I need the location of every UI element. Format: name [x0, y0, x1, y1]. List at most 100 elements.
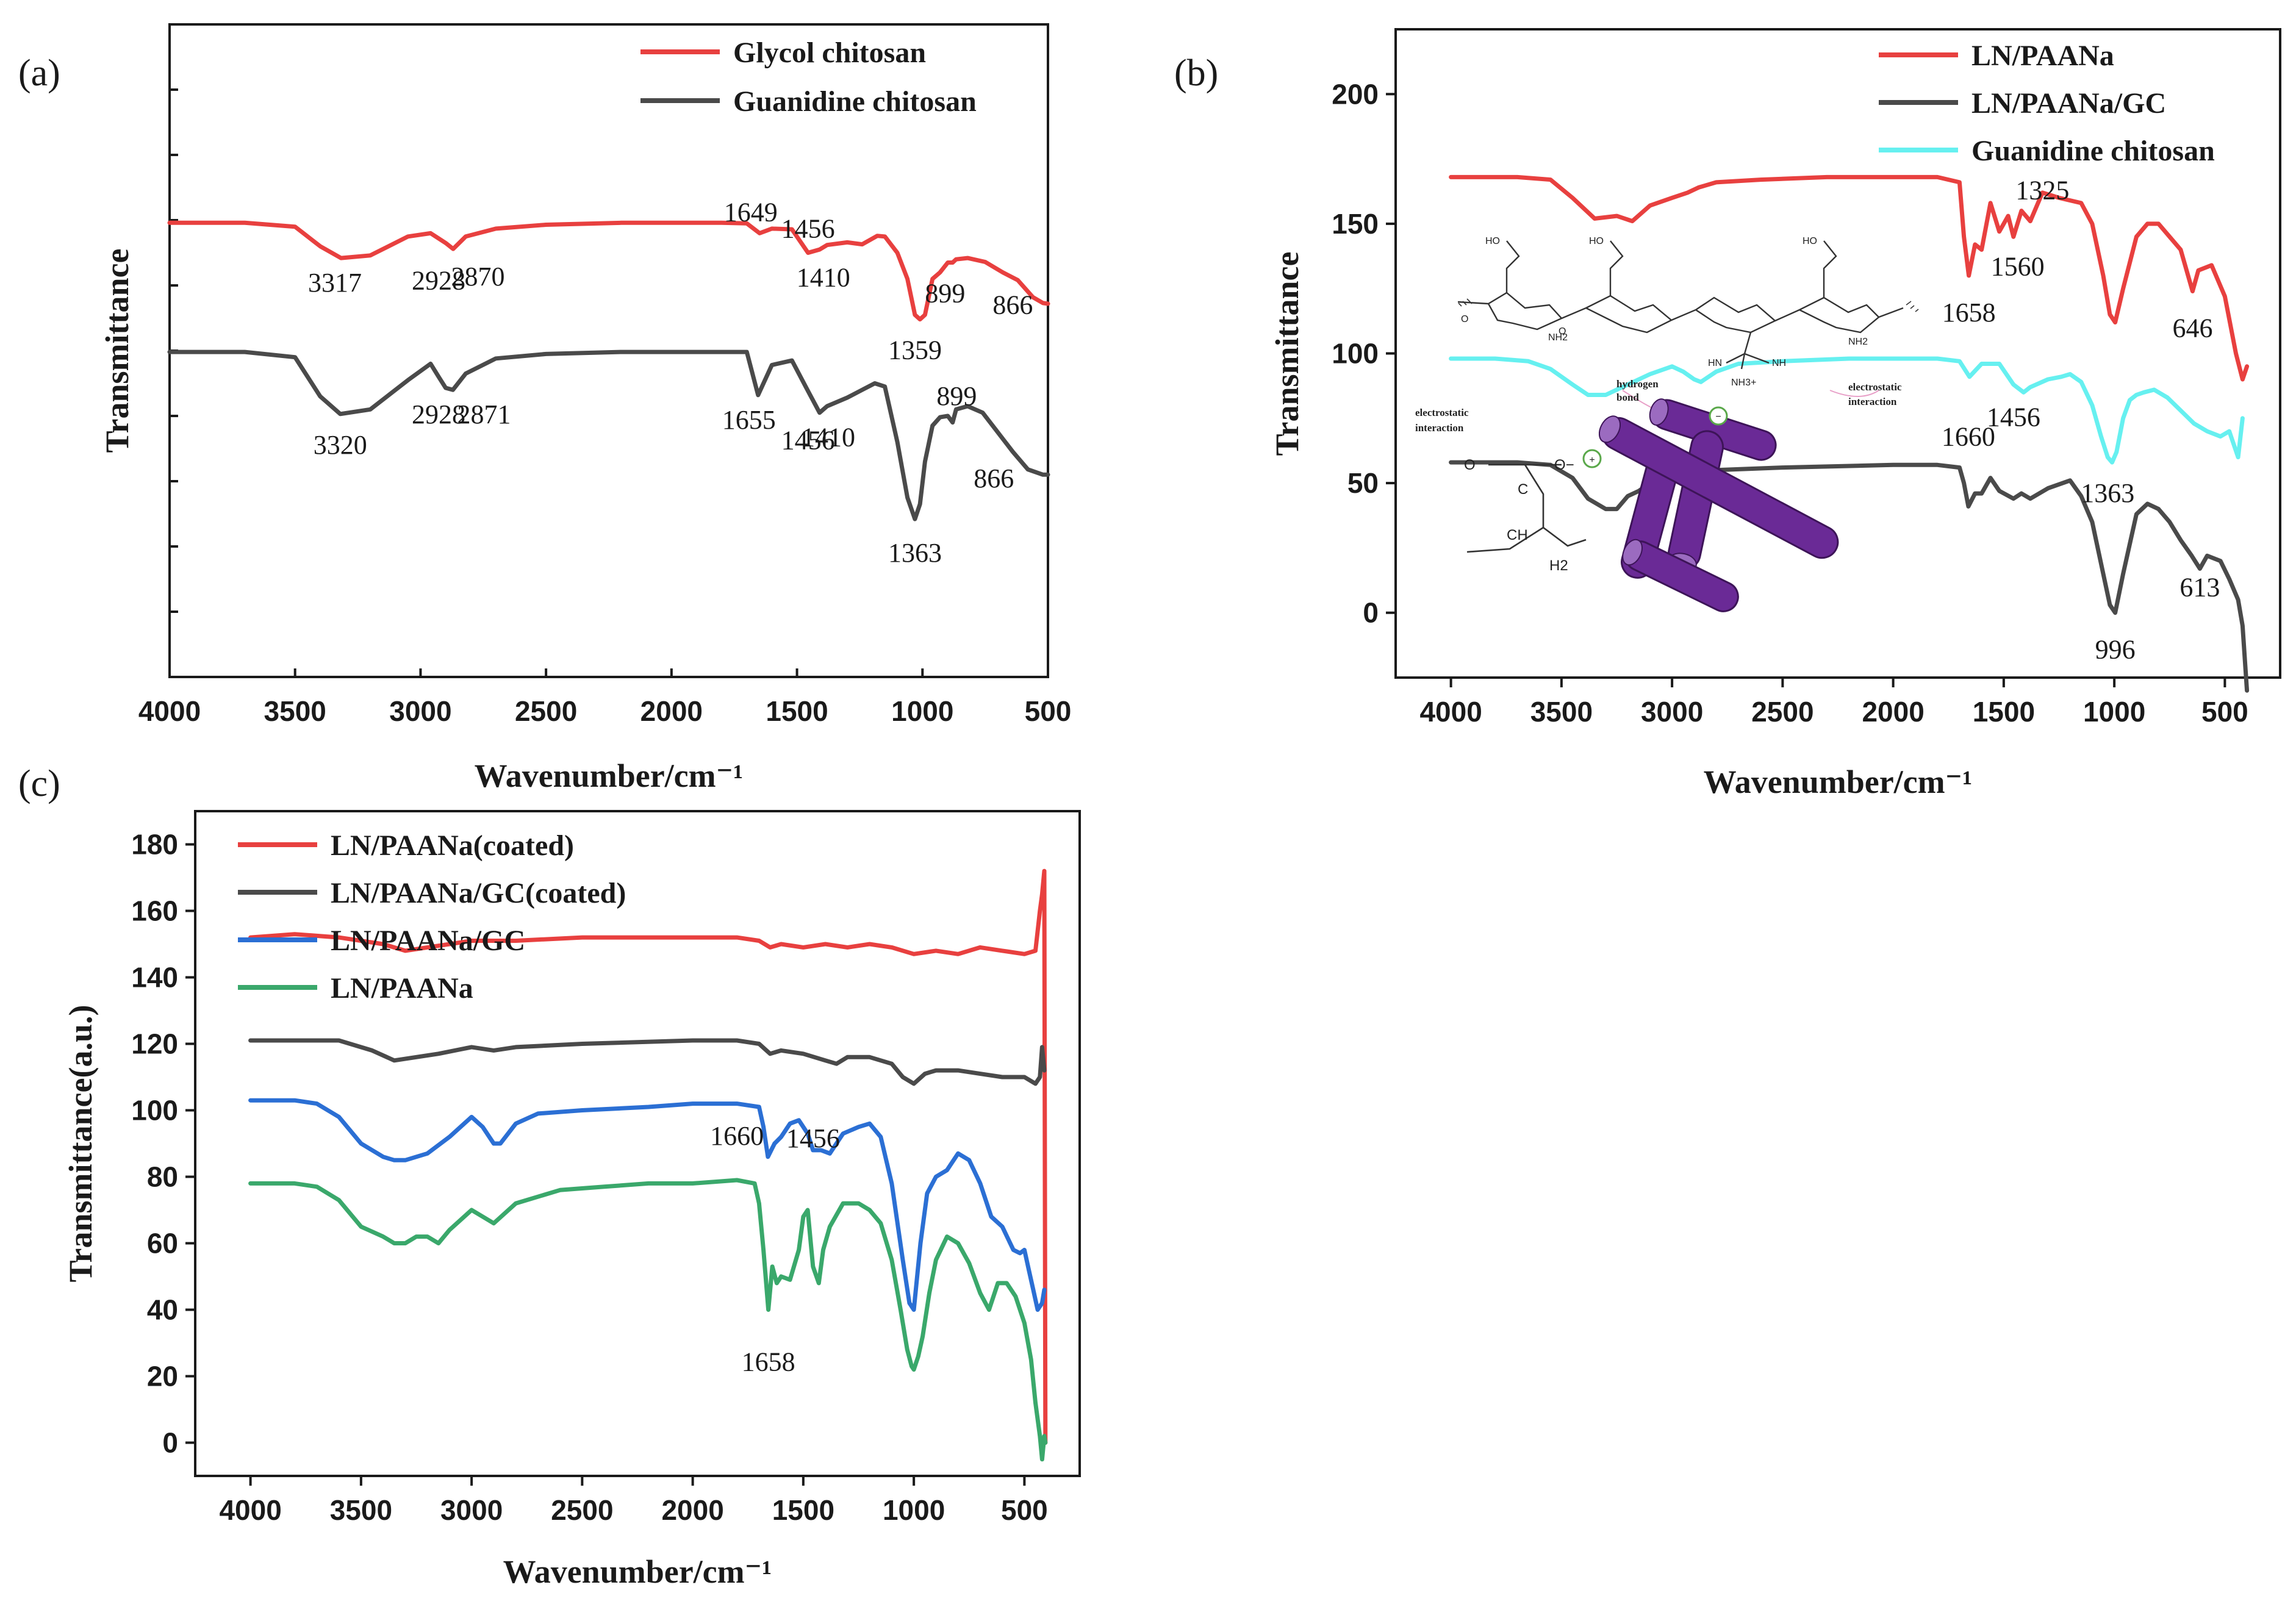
plus-charge-sign: +	[1589, 455, 1595, 465]
x-tick-label-a-1500: 1500	[766, 695, 828, 727]
x-tick-label-c-2500: 2500	[551, 1494, 613, 1526]
minus-charge-sign: −	[1715, 412, 1721, 422]
series-line-b-ln-paana-gc	[1449, 460, 2250, 693]
peak-label-c-1456: 1456	[786, 1123, 840, 1153]
x-tick-label-c-4000: 4000	[219, 1494, 281, 1526]
series-group-a	[167, 220, 1050, 521]
y-tick-label-b-100: 100	[1332, 338, 1379, 370]
peak-label-a-1655: 1655	[722, 405, 776, 435]
chart-panel-a: (a) 4000 3500 3000 2500 2000 1500 1000 500 3317…	[18, 23, 1072, 794]
x-tick-label-a-500: 500	[1025, 695, 1072, 727]
chem-label-ho-1: HO	[1485, 236, 1500, 246]
series-line-c-ln-paana-gc	[248, 1098, 1047, 1312]
ticks-c: 4000 3500 3000 2500 2000 1500 1000 500 0 20 40 60 80…	[131, 829, 1048, 1527]
peak-label-b-1325: 1325	[2015, 175, 2069, 205]
y-tick-label-b-200: 200	[1332, 78, 1379, 110]
electrostatic-left-label-2: interaction	[1415, 422, 1464, 434]
y-tick-label-b-150: 150	[1332, 208, 1379, 240]
peak-label-b-996: 996	[2095, 635, 2136, 665]
legend-label-c-3: LN/PAANa	[331, 972, 473, 1004]
y-tick-label-c-100: 100	[131, 1095, 178, 1126]
y-tick-label-c-120: 120	[131, 1028, 178, 1060]
electrostatic-right-label-2: interaction	[1848, 396, 1897, 407]
chitosan-chain-drawing	[1457, 240, 1919, 370]
series-line-c-ln-paana	[248, 1178, 1048, 1462]
peak-label-b-613: 613	[2179, 572, 2220, 602]
peak-label-a-3320: 3320	[314, 430, 367, 460]
x-tick-label-a-2500: 2500	[515, 695, 577, 727]
x-tick-label-b-4000: 4000	[1419, 696, 1482, 728]
interaction-schematic: HO HO HO NH2 NH2 HN NH NH3+ O O hydrogen…	[1415, 236, 1919, 612]
paa-label-o: O	[1464, 457, 1476, 473]
chart-panel-b: (b) 4000 3500 3000 2500 2000 1500 1000 500 0 50 10…	[1174, 28, 2281, 800]
paa-label-c: C	[1518, 481, 1528, 498]
x-tick-label-c-2000: 2000	[661, 1494, 723, 1526]
peak-label-a-3317: 3317	[308, 268, 362, 298]
peak-label-b-1660: 1660	[1942, 421, 1995, 451]
x-tick-label-a-3500: 3500	[264, 695, 326, 727]
x-tick-label-b-1000: 1000	[2083, 696, 2145, 728]
x-tick-label-c-3500: 3500	[330, 1494, 392, 1526]
minus-charge-badge	[1709, 406, 1728, 426]
chem-label-o-2: O	[1559, 326, 1566, 337]
paa-label-ch: CH	[1507, 527, 1528, 543]
legend-label-a-0: Glycol chitosan	[733, 37, 926, 69]
series-line-a-guanidine-chitosan	[167, 349, 1050, 521]
paa-label-h2: H2	[1549, 557, 1568, 574]
paa-label-o-minus: O−	[1554, 457, 1574, 473]
peak-label-b-1658: 1658	[1942, 298, 1996, 328]
legend-label-a-1: Guanidine chitosan	[733, 85, 977, 118]
chem-label-hn: HN	[1708, 358, 1722, 368]
x-tick-label-a-1000: 1000	[891, 695, 953, 727]
peak-label-a-866: 866	[992, 290, 1033, 320]
peak-label-a-2928: 2928	[412, 266, 465, 296]
panel-label-a: (a)	[18, 52, 60, 94]
chem-label-nh3: NH3+	[1731, 378, 1756, 388]
peak-label-a-1456: 1456	[781, 214, 835, 244]
hydrogen-bond-label-2: bond	[1616, 392, 1639, 403]
peak-label-b-1363: 1363	[2081, 478, 2134, 508]
chem-label-nh: NH	[1772, 358, 1786, 368]
chem-label-ho-2: HO	[1589, 236, 1604, 246]
y-tick-label-c-160: 160	[131, 895, 178, 927]
hydrogen-bond-label-1: hydrogen	[1616, 378, 1659, 390]
ticks-b: 4000 3500 3000 2500 2000 1500 1000 500 0 50 100 150…	[1332, 78, 2248, 728]
peak-label-c-1658: 1658	[742, 1347, 795, 1377]
y-axis-title-c: Transmittance(a.u.)	[62, 1005, 99, 1283]
chart-panel-c: (c) 4000 3500 3000 2500 2000 1500 1000 50002040…	[18, 763, 1081, 1590]
peak-label-a-1410: 1410	[797, 263, 850, 293]
ticks-a: 4000 3500 3000 2500 2000 1500 1000 500	[138, 88, 1072, 727]
y-tick-label-c-80: 80	[147, 1161, 178, 1193]
x-tick-label-b-500: 500	[2201, 696, 2248, 728]
peak-label-b-1560: 1560	[1991, 252, 2045, 282]
paa-fragment-drawing	[1466, 464, 1587, 553]
chem-label-nh2-1: NH2	[1548, 332, 1568, 343]
x-axis-title-a: Wavenumber/cm⁻¹	[475, 757, 744, 794]
peak-label-a-866: 866	[974, 464, 1014, 493]
nanorod-5	[1622, 539, 1739, 612]
chem-label-ho-3: HO	[1803, 236, 1817, 246]
nanorod-cluster	[1598, 398, 1839, 612]
x-axis-title-c: Wavenumber/cm⁻¹	[503, 1553, 772, 1590]
panel-label-c: (c)	[18, 763, 60, 804]
peak-label-b-1456: 1456	[1987, 402, 2040, 432]
x-tick-label-b-3000: 3000	[1641, 696, 1703, 728]
peak-label-a-2871: 2871	[457, 399, 511, 429]
plot-frame-b	[1394, 28, 2281, 679]
series-line-b-ln-paana	[1449, 174, 2250, 382]
x-tick-label-b-2500: 2500	[1751, 696, 1813, 728]
electrostatic-left-label-1: electrostatic	[1415, 407, 1469, 418]
series-group-c	[248, 868, 1048, 1462]
legend-b: LN/PAANa LN/PAANa/GC Guanidine chitosan	[1879, 40, 2215, 167]
y-tick-label-c-20: 20	[147, 1361, 178, 1392]
y-tick-label-c-0: 0	[162, 1427, 178, 1459]
x-tick-label-a-2000: 2000	[640, 695, 703, 727]
y-axis-title-a: Transmittance	[99, 249, 135, 453]
y-tick-label-c-40: 40	[147, 1294, 178, 1326]
series-line-c-ln-paana-coated-	[248, 868, 1048, 1445]
series-line-c-ln-paana-gc-coated-	[248, 1038, 1047, 1086]
peak-label-a-899: 899	[936, 381, 977, 411]
peak-label-a-899: 899	[925, 279, 965, 309]
legend-label-c-2: LN/PAANa/GC	[331, 925, 525, 957]
